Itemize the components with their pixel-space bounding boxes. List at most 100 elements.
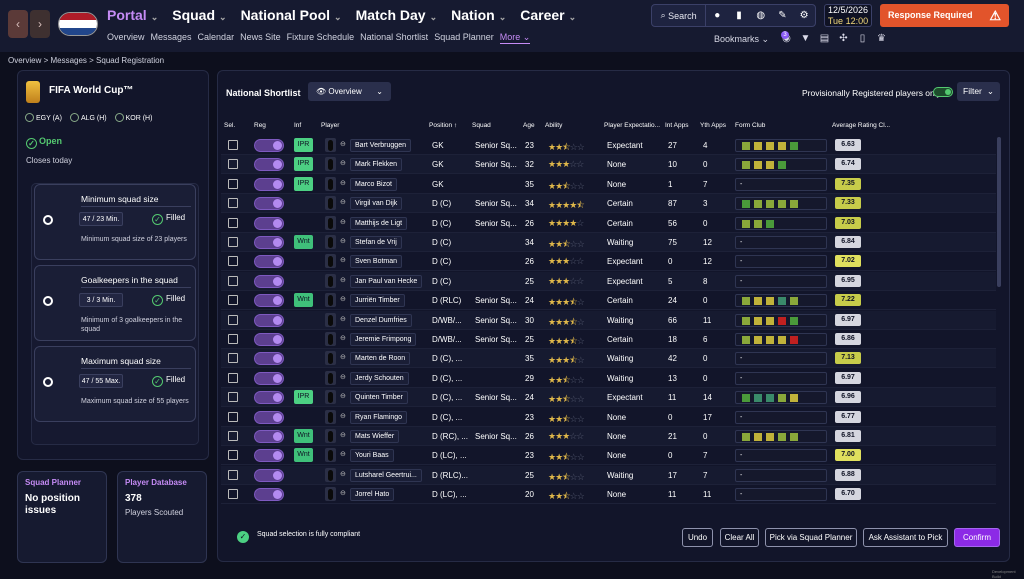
player-name[interactable]: Lutsharel Geertrui...	[350, 468, 422, 482]
select-checkbox[interactable]	[228, 256, 238, 267]
opponent[interactable]: EGY (A)	[25, 113, 66, 122]
table-row[interactable]: ⊖ Virgil van Dijk D (C) Senior Sq... 34 ★★★★⯪…	[221, 194, 996, 214]
select-checkbox[interactable]	[228, 178, 238, 189]
player-name[interactable]: Virgil van Dijk	[350, 197, 403, 211]
select-checkbox[interactable]	[228, 469, 238, 480]
nav-match-day[interactable]: Match Day ⌄	[355, 7, 438, 23]
register-toggle[interactable]	[254, 274, 284, 288]
table-row[interactable]: Wnt ⊖ Youri Baas D (LC), ... 23 ★★⯪☆☆ None 0 7 -7…	[221, 446, 996, 466]
select-checkbox[interactable]	[228, 295, 238, 306]
player-name[interactable]: Youri Baas	[350, 449, 394, 463]
player-name[interactable]: Sven Botman	[350, 255, 403, 269]
phone-icon[interactable]: ▯	[859, 33, 866, 44]
ask-assistant-button[interactable]: Ask Assistant to Pick	[863, 528, 948, 547]
clipboard-icon[interactable]: ▤	[819, 33, 830, 44]
player-name[interactable]: Denzel Dumfries	[350, 313, 412, 327]
select-checkbox[interactable]	[228, 353, 238, 364]
register-toggle[interactable]	[254, 391, 284, 405]
select-checkbox[interactable]	[228, 314, 238, 325]
column-header[interactable]: Form Club	[735, 122, 766, 129]
column-header[interactable]: Reg	[254, 122, 266, 129]
player-name[interactable]: Jan Paul van Hecke	[350, 274, 423, 288]
trophy-icon[interactable]: ♛	[877, 33, 886, 44]
select-checkbox[interactable]	[228, 489, 238, 500]
register-toggle[interactable]	[254, 352, 284, 366]
table-row[interactable]: ⊖ Marten de Roon D (C), ... 35 ★★★⯪☆ Waiting 4…	[221, 349, 996, 369]
squad-planner-card[interactable]: Squad Planner No position issues	[17, 471, 107, 563]
select-checkbox[interactable]	[228, 450, 238, 461]
column-header[interactable]: Squad	[472, 122, 491, 129]
player-name[interactable]: Marten de Roon	[350, 352, 411, 366]
ball-icon[interactable]: ◍	[756, 10, 766, 21]
rule-card[interactable]: Maximum squad size 47 / 55 Max. ✓ Filled Max…	[34, 346, 196, 422]
scrollbar[interactable]	[997, 137, 1001, 287]
register-toggle[interactable]	[254, 488, 284, 502]
player-name[interactable]: Jerdy Schouten	[350, 371, 409, 385]
player-name[interactable]: Stefan de Vrij	[350, 236, 402, 249]
register-toggle[interactable]	[254, 216, 284, 230]
rule-card[interactable]: Minimum squad size 47 / 23 Min. ✓ Filled Min…	[34, 184, 196, 260]
register-toggle[interactable]	[254, 410, 284, 424]
table-row[interactable]: ⊖ Matthijs de Ligt D (C) Senior Sq... 26 ★★★★…	[221, 214, 996, 233]
select-checkbox[interactable]	[228, 159, 238, 170]
player-name[interactable]: Quinten Timber	[350, 391, 408, 405]
nav-squad[interactable]: Squad ⌄	[172, 7, 227, 23]
register-toggle[interactable]	[254, 177, 284, 191]
select-checkbox[interactable]	[228, 275, 238, 286]
table-row[interactable]: ⊖ Jeremie Frimpong D/WB/... Senior Sq... 25 ★…	[221, 330, 996, 349]
column-header[interactable]: Inf	[294, 122, 302, 129]
prov-toggle[interactable]	[933, 87, 953, 97]
register-toggle[interactable]	[254, 371, 284, 385]
select-checkbox[interactable]	[228, 198, 238, 209]
select-checkbox[interactable]	[228, 217, 238, 228]
radio-button[interactable]	[43, 215, 53, 225]
confirm-button[interactable]: Confirm	[954, 528, 1000, 547]
register-toggle[interactable]	[254, 255, 284, 269]
table-row[interactable]: ⊖ Lutsharel Geertrui... D (RLC)... 25 ★★⯪☆☆ W…	[221, 465, 996, 485]
player-name[interactable]: Jorrel Hato	[350, 488, 395, 502]
table-row[interactable]: ⊖ Jerdy Schouten D (C), ... 29 ★★⯪☆☆ Waiting 1…	[221, 369, 996, 388]
response-required-button[interactable]: Response Required ⚠	[880, 4, 1009, 27]
column-header[interactable]: Player Expectatio...	[604, 122, 660, 129]
select-checkbox[interactable]	[228, 372, 238, 383]
player-name[interactable]: Marco Bizot	[350, 177, 397, 191]
table-row[interactable]: Wnt ⊖ Mats Wieffer D (RC), ... Senior Sq... 2…	[221, 427, 996, 446]
register-toggle[interactable]	[254, 430, 284, 443]
register-toggle[interactable]	[254, 313, 284, 327]
bookmarks-dropdown[interactable]: Bookmarks ⌄	[714, 34, 770, 44]
radio-button[interactable]	[43, 377, 53, 387]
player-name[interactable]: Mark Flekken	[350, 158, 403, 172]
register-toggle[interactable]	[254, 158, 284, 172]
table-row[interactable]: IPR ⊖ Quinten Timber D (C), ... Senior Sq...…	[221, 388, 996, 408]
column-header[interactable]: Ability	[545, 122, 563, 129]
table-row[interactable]: ⊖ Jorrel Hato D (LC), ... 20 ★★⯪☆☆ None 11 11 -6…	[221, 485, 996, 505]
select-checkbox[interactable]	[228, 237, 238, 247]
register-toggle[interactable]	[254, 333, 284, 346]
view-dropdown[interactable]: 👁 Overview ⌄	[308, 82, 391, 101]
select-checkbox[interactable]	[228, 411, 238, 422]
player-name[interactable]: Ryan Flamingo	[350, 410, 408, 424]
pick-via-planner-button[interactable]: Pick via Squad Planner	[765, 528, 857, 547]
table-row[interactable]: ⊖ Jan Paul van Hecke D (C) 25 ★★★☆☆ Expectant…	[221, 271, 996, 291]
rule-card[interactable]: Goalkeepers in the squad 3 / 3 Min. ✓ Fille…	[34, 265, 196, 341]
select-checkbox[interactable]	[228, 431, 238, 441]
table-row[interactable]: ⊖ Denzel Dumfries D/WB/... Senior Sq... 30 ★★…	[221, 310, 996, 330]
radio-button[interactable]	[43, 296, 53, 306]
undo-button[interactable]: Undo	[682, 528, 713, 547]
column-header[interactable]: Sel.	[224, 122, 236, 129]
subnav-fixture-schedule[interactable]: Fixture Schedule	[286, 32, 355, 42]
register-toggle[interactable]	[254, 449, 284, 463]
column-header[interactable]: Player	[321, 122, 340, 129]
register-toggle[interactable]	[254, 468, 284, 482]
pen-icon[interactable]: ✎	[778, 10, 787, 21]
date-box[interactable]: 12/5/2026 Tue 12:00	[824, 4, 872, 27]
nav-portal[interactable]: Portal ⌄	[107, 7, 159, 23]
register-toggle[interactable]	[254, 197, 284, 211]
breadcrumb[interactable]: Overview > Messages > Squad Registration	[8, 56, 165, 65]
column-header[interactable]: Average Rating Cl...	[832, 122, 891, 129]
nav-nation[interactable]: Nation ⌄	[451, 7, 507, 23]
table-row[interactable]: IPR ⊖ Marco Bizot GK 35 ★★⯪☆☆ None 1 7 -7.35	[221, 175, 996, 194]
table-row[interactable]: Wnt ⊖ Stefan de Vrij D (C) 34 ★★⯪☆☆ Waiting 75 1…	[221, 233, 996, 252]
search-button[interactable]: ⌕ Search	[652, 5, 707, 26]
select-checkbox[interactable]	[228, 140, 238, 150]
